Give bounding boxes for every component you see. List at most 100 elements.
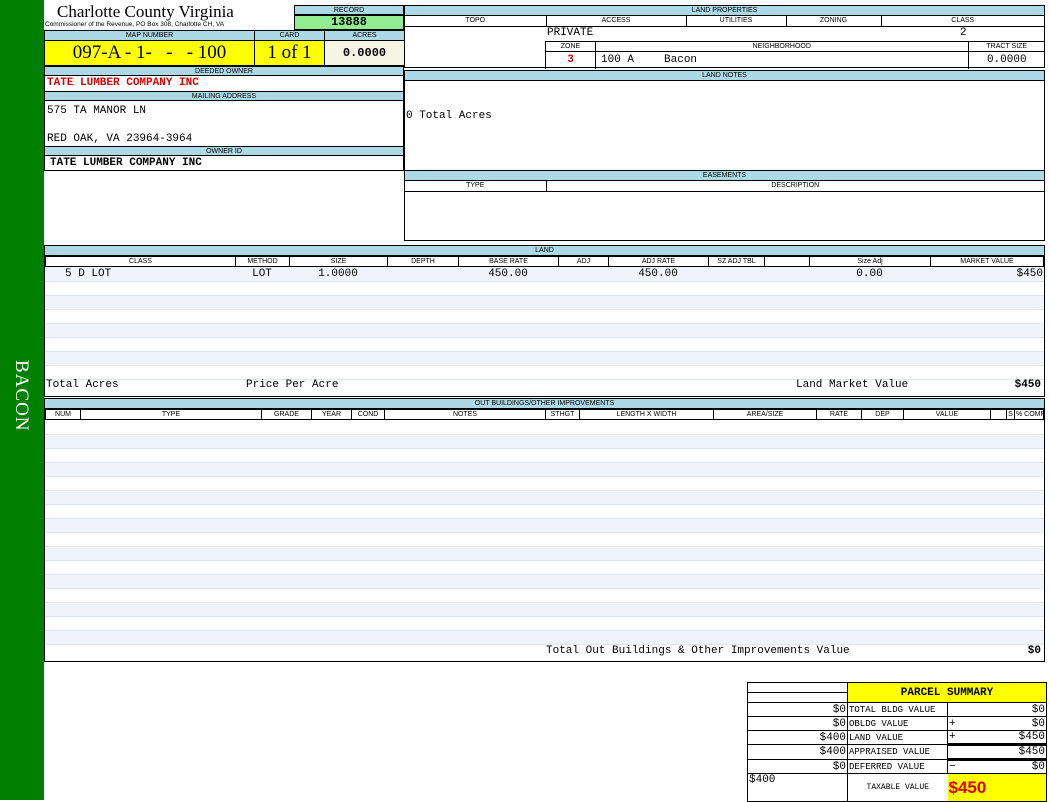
outbuildings-row <box>45 616 1044 631</box>
land-cell <box>387 281 458 296</box>
summary-label: DEFERRED VALUE <box>847 759 948 774</box>
land-cell <box>708 281 764 296</box>
outbuildings-row <box>45 588 1044 603</box>
topo-label: TOPO <box>405 16 547 27</box>
land-row <box>45 281 1044 296</box>
land-cell <box>764 267 809 282</box>
land-table: LAND CLASS METHOD SIZE DEPTH BASE RATE ADJ ADJ… <box>44 245 1045 397</box>
outbuildings-col-header: DEP <box>861 409 904 420</box>
acres-label: ACRES <box>324 30 405 41</box>
outbuildings-row <box>45 602 1044 617</box>
summary-label: LAND VALUE <box>847 730 948 745</box>
access-label: ACCESS <box>545 16 687 27</box>
land-col-header: SZ ADJ TBL <box>708 256 765 267</box>
outbuildings-row <box>45 546 1044 561</box>
parcel-summary: PARCEL SUMMARY $0 TOTAL BLDG VALUE $0 $0 OBL… <box>747 682 1047 802</box>
land-cell: $450 <box>930 267 1044 282</box>
summary-value: $0 <box>961 716 1047 731</box>
land-cell <box>708 309 764 324</box>
page-subtitle: Commissioner of the Revenue, PO Box 308,… <box>45 21 225 28</box>
outbuildings-col-header: S <box>1006 409 1015 420</box>
land-market-value-label: Land Market Value <box>796 379 909 391</box>
outbuildings-row <box>45 462 1044 477</box>
outbuildings-col-header: AREA/SIZE <box>713 409 817 420</box>
land-cell <box>558 281 608 296</box>
outbuildings-col-header: STHGT <box>545 409 580 420</box>
tract-size-value: 0.0000 <box>967 51 1045 69</box>
land-cell <box>708 337 764 352</box>
land-row: 5 D LOT LOT 1.0000 450.00 450.00 0.00 $450 <box>45 267 1044 282</box>
outbuildings-col-header: NUM <box>45 409 81 420</box>
zone-value: 3 <box>545 51 596 69</box>
land-cell <box>608 281 708 296</box>
summary-prior-value: $0 <box>747 716 848 731</box>
summary-row: $0 OBLDG VALUE + $0 <box>747 716 1047 731</box>
land-cell <box>764 365 809 380</box>
summary-row: $400 LAND VALUE + $450 <box>747 730 1047 746</box>
owner-id-label: OWNER ID <box>44 146 404 156</box>
land-col-header: ADJ RATE <box>608 256 709 267</box>
outbuildings-row <box>45 518 1044 533</box>
land-cell <box>708 323 764 338</box>
land-cell <box>930 281 1044 296</box>
land-cell <box>708 351 764 366</box>
land-cell <box>235 281 289 296</box>
land-cell <box>809 309 930 324</box>
land-cell <box>387 351 458 366</box>
land-cell <box>235 295 289 310</box>
land-cell <box>930 337 1044 352</box>
outbuildings-col-header: RATE <box>816 409 862 420</box>
class-label: CLASS <box>880 16 1044 27</box>
record-label: RECORD <box>294 5 404 15</box>
land-cell <box>458 351 558 366</box>
land-cell <box>289 365 387 380</box>
land-cell <box>764 323 809 338</box>
land-cell <box>930 295 1044 310</box>
land-cell <box>608 295 708 310</box>
land-cell <box>558 295 608 310</box>
land-col-header: CLASS <box>45 256 236 267</box>
land-cell <box>608 323 708 338</box>
land-cell <box>558 351 608 366</box>
price-per-acre-label: Price Per Acre <box>246 379 339 391</box>
outbuildings-col-header: NOTES <box>384 409 546 420</box>
neighborhood-name: Bacon <box>664 54 698 67</box>
land-cell <box>387 323 458 338</box>
outbuildings-col-header: % COMP <box>1014 409 1044 420</box>
land-cell <box>809 295 930 310</box>
land-cell <box>235 323 289 338</box>
land-col-header: Size Adj <box>809 256 931 267</box>
land-col-header: METHOD <box>235 256 290 267</box>
mailing-address-label: MAILING ADDRESS <box>44 91 404 101</box>
land-cell <box>235 365 289 380</box>
summary-operator: + <box>947 730 962 746</box>
land-cell <box>558 365 608 380</box>
land-cell <box>764 337 809 352</box>
land-cell <box>558 323 608 338</box>
summary-label: OBLDG VALUE <box>847 716 948 731</box>
summary-operator <box>947 702 962 717</box>
land-cell <box>458 295 558 310</box>
summary-value: $0 <box>961 758 1047 774</box>
land-cell <box>45 365 235 380</box>
land-cell <box>45 295 235 310</box>
zone-label: ZONE <box>545 41 596 52</box>
outbuildings-col-header: COND <box>351 409 385 420</box>
land-cell <box>809 351 930 366</box>
outbuildings-col-header: TYPE <box>80 409 262 420</box>
land-cell <box>764 281 809 296</box>
land-cell <box>708 295 764 310</box>
land-cell <box>608 337 708 352</box>
summary-operator <box>947 743 962 760</box>
access-value: PRIVATE <box>547 27 594 39</box>
taxable-prior-value: $400 <box>747 773 848 802</box>
outbuildings-table: OUT BUILDINGS/OTHER IMPROVEMENTS NUM TYPE… <box>44 398 1045 662</box>
summary-prior-value: $400 <box>747 730 848 745</box>
land-col-header: ADJ <box>558 256 609 267</box>
land-cell: 450.00 <box>458 267 558 282</box>
land-row <box>45 323 1044 338</box>
land-cell <box>289 295 387 310</box>
district-label: BACON <box>11 360 32 432</box>
land-cell <box>764 351 809 366</box>
land-cell <box>764 295 809 310</box>
